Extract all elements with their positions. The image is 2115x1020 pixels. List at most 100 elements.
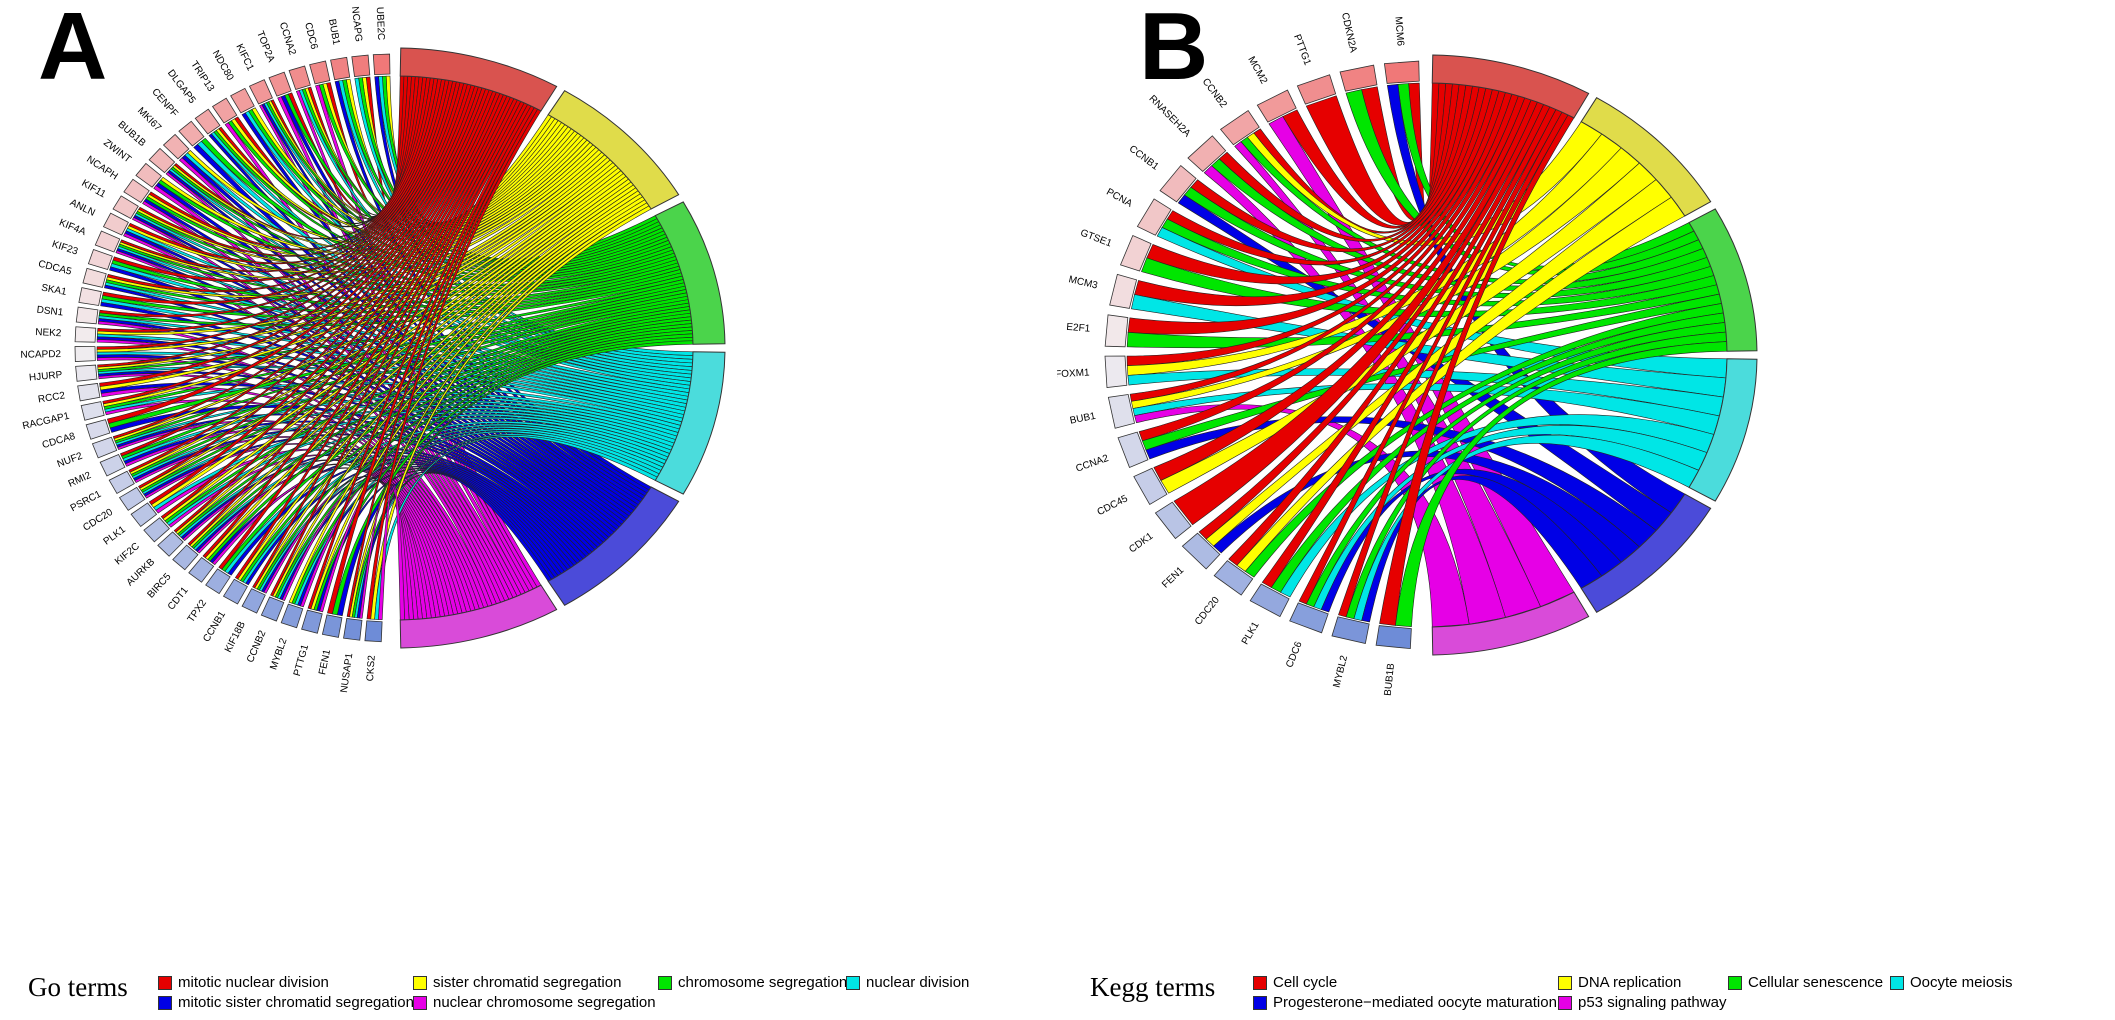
gene-label: NCAPH (84, 154, 119, 183)
gene-label: TOP2A (254, 30, 276, 65)
gene-label: NDC80 (210, 49, 236, 83)
gene-tile (75, 364, 98, 382)
gene-tile (1249, 583, 1290, 618)
legend-swatch (413, 975, 427, 990)
gene-label: BUB1 (326, 18, 342, 46)
gene-label: MKI67 (135, 105, 163, 134)
gene-label: KIF18B (223, 620, 248, 655)
gene-tile (260, 596, 285, 622)
legend-swatch (1253, 995, 1267, 1010)
gene-tile (1219, 109, 1260, 146)
gene-tile (157, 531, 184, 557)
gene-label: BUB1B (1383, 662, 1397, 696)
gene-tile (1383, 60, 1420, 84)
gene-label: PCNA (1104, 187, 1134, 210)
gene-label: CCNB2 (1200, 76, 1229, 110)
gene-tile (82, 267, 107, 288)
legend-item: Cell cycle (1253, 974, 1337, 991)
gene-tile (205, 568, 231, 595)
legend-title: Kegg terms (1090, 972, 1216, 1002)
gene-tile (222, 578, 248, 605)
legend-item: nuclear chromosome segregation (413, 994, 656, 1011)
legend-item: Oocyte meiosis (1890, 974, 2013, 991)
gene-tile (77, 382, 101, 402)
gene-label: CDC20 (1193, 595, 1222, 628)
legend-swatch (1253, 975, 1267, 990)
gene-tile (99, 453, 126, 477)
term-segment (1688, 208, 1758, 352)
ribbons (1126, 82, 1728, 628)
gene-tile (1104, 314, 1129, 348)
gene-label: CDK1 (1127, 531, 1155, 556)
legend-label: mitotic sister chromatid segregation (178, 994, 414, 1011)
gene-label: NEK2 (35, 327, 62, 339)
gene-tile (130, 502, 158, 528)
gene-tile (280, 603, 304, 629)
gene-label: MCM3 (1067, 274, 1099, 291)
legend-item: nuclear division (846, 974, 969, 991)
gene-tile (102, 212, 129, 236)
legend-title: Go terms (28, 972, 128, 1002)
legend-swatch (1890, 975, 1904, 990)
gene-label: SKA1 (40, 283, 68, 299)
term-segments (399, 47, 726, 649)
gene-label: NCAPG (349, 6, 364, 43)
legend-swatch (1558, 975, 1572, 990)
gene-tile (85, 419, 111, 440)
legend-label: sister chromatid segregation (433, 974, 622, 991)
gene-label: TRIP13 (188, 59, 216, 94)
gene-tile (74, 326, 97, 343)
legend-label: Oocyte meiosis (1910, 974, 2013, 991)
legend-label: Cellular senescence (1748, 974, 1884, 991)
gene-label: GTSE1 (1079, 228, 1114, 250)
gene-tile (118, 486, 146, 511)
term-segment (399, 584, 558, 649)
term-segment (1580, 97, 1712, 217)
gene-label: ANLN (68, 197, 97, 219)
gene-tile (188, 556, 215, 583)
panel-a: A UBE2C NCAPG BUB1 CDC6 CCNA2 TOP2A KIFC1 NDC80… (0, 0, 1057, 1020)
chord-diagram-kegg: MCM6 CDKN2A PTTG1 MCM2 CCNB2 RNASEH2A CCNB1 PCN… (1057, 12, 1758, 696)
gene-tile (162, 133, 190, 160)
gene-tile (1133, 467, 1168, 506)
gene-label: FEN1 (317, 648, 333, 676)
gene-tile (74, 346, 96, 362)
gene-tile (1154, 501, 1192, 540)
gene-label: CKS2 (365, 654, 378, 681)
gene-label: NCAPD2 (20, 349, 61, 361)
gene-tile (94, 230, 121, 253)
gene-tile (230, 87, 255, 114)
legend-label: Progesterone−mediated oocyte maturation (1273, 994, 1557, 1011)
gene-label: RCC2 (37, 390, 66, 405)
gene-tile (330, 56, 351, 81)
chord-diagram-go: UBE2C NCAPG BUB1 CDC6CCNA2TOP2AKIFC1NDC80TR… (20, 6, 726, 694)
gene-tile (1181, 532, 1221, 570)
gene-tile (1187, 135, 1227, 172)
gene-tile (75, 306, 99, 325)
term-segment (547, 486, 680, 606)
gene-tile (301, 609, 323, 634)
legend-label: Cell cycle (1273, 974, 1338, 991)
gene-label: CDT1 (166, 585, 191, 613)
gene-tile (321, 614, 343, 638)
term-segment (1431, 54, 1590, 119)
legend-kegg-terms: Kegg terms Cell cycle DNA replication Ce… (1090, 968, 2110, 1016)
gene-label: PLK1 (1240, 620, 1262, 647)
term-segment (654, 201, 726, 345)
gene-label: CDC45 (1096, 493, 1131, 518)
ribbons (96, 75, 694, 621)
gene-tile (1117, 431, 1149, 468)
legend-swatch (1728, 975, 1742, 990)
gene-tile (87, 248, 113, 270)
term-segment (399, 47, 558, 112)
gene-label: CDCA5 (37, 259, 73, 278)
gene-tile (1256, 89, 1297, 123)
gene-tile (364, 620, 383, 643)
gene-tile (80, 401, 105, 421)
gene-tile (135, 162, 163, 188)
gene-label: BUB1 (1069, 411, 1097, 427)
legend-go-terms: Go terms mitotic nuclear division sister… (28, 968, 1048, 1016)
term-segments (1431, 54, 1758, 656)
gene-tile (372, 53, 391, 76)
gene-tile (1159, 164, 1197, 203)
